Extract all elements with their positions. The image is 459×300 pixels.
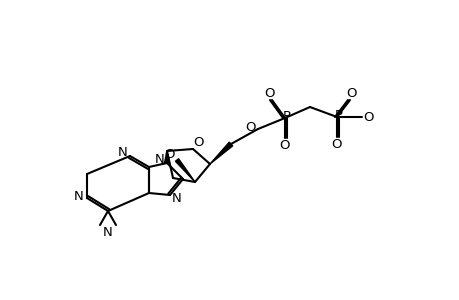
- Text: N: N: [155, 152, 164, 166]
- Text: O: O: [164, 148, 175, 160]
- Text: N: N: [172, 191, 181, 205]
- Polygon shape: [210, 142, 232, 164]
- Text: O: O: [346, 86, 357, 100]
- Text: O: O: [245, 121, 256, 134]
- Text: O: O: [279, 139, 290, 152]
- Text: N: N: [118, 146, 128, 158]
- Polygon shape: [175, 159, 195, 182]
- Text: P: P: [282, 110, 291, 122]
- Text: O: O: [363, 110, 374, 124]
- Text: O: O: [193, 136, 204, 148]
- Text: P: P: [334, 109, 342, 122]
- Polygon shape: [164, 151, 169, 163]
- Text: O: O: [331, 137, 341, 151]
- Text: N: N: [74, 190, 84, 202]
- Text: O: O: [264, 86, 274, 100]
- Text: N: N: [103, 226, 112, 239]
